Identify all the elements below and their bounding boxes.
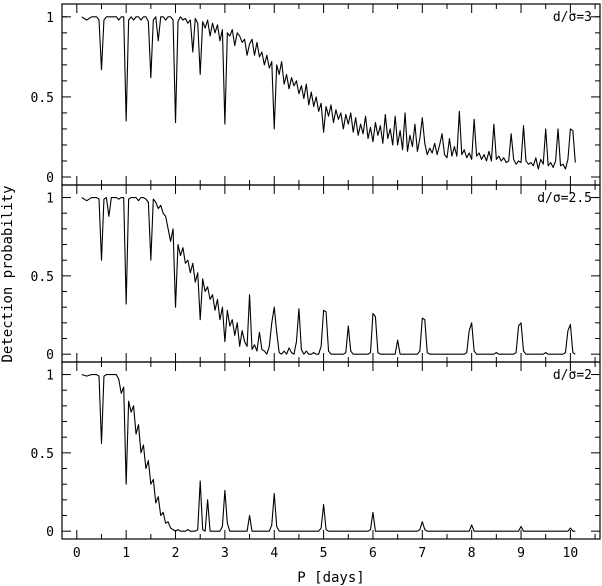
panel-3: 0 0.5 1 d/σ=2: [31, 361, 601, 540]
y-tick-label: 1: [46, 11, 54, 26]
series-line: [81, 196, 576, 355]
x-tick-label: 4: [270, 546, 278, 561]
panel-1: 0 0.5 1 d/σ=3: [31, 3, 601, 186]
panel-2: 0 0.5 1 d/σ=2.5: [31, 184, 601, 363]
x-tick-label: 7: [418, 546, 426, 561]
x-tick-label: 3: [221, 546, 229, 561]
x-tick-label: 6: [369, 546, 377, 561]
x-tick-label: 8: [468, 546, 476, 561]
y-tick-label: 0.5: [31, 91, 54, 106]
panel-label: d/σ=2: [553, 368, 592, 383]
x-tick-label: 2: [172, 546, 180, 561]
panel-label: d/σ=3: [553, 10, 592, 25]
x-axis-title: P [days]: [297, 570, 364, 586]
y-tick-label: 0: [46, 171, 54, 186]
panel-label: d/σ=2.5: [537, 191, 592, 206]
panel-frame: [61, 3, 601, 186]
x-tick-label: 1: [122, 546, 130, 561]
series-line: [81, 373, 576, 532]
y-tick-label: 1: [46, 192, 54, 207]
y-axis-title: Detection probability: [0, 185, 16, 362]
y-tick-label: 0: [46, 348, 54, 363]
x-tick-label: 0: [73, 546, 81, 561]
panel-frame: [61, 184, 601, 363]
y-tick-label: 0.5: [31, 270, 54, 285]
series-line: [81, 16, 576, 170]
x-axis-ticks: 0 1 2 3 4 5 6 7 8 9 10: [73, 546, 578, 561]
y-tick-label: 1: [46, 369, 54, 384]
x-tick-label: 10: [563, 546, 579, 561]
y-tick-label: 0.5: [31, 447, 54, 462]
x-tick-label: 9: [517, 546, 525, 561]
panel-frame: [61, 361, 601, 540]
x-tick-label: 5: [320, 546, 328, 561]
chart-panels: 0 0.5 1 d/σ=3 0 0.5 1 d/σ=2.5 0 0.5 1 d/σ=2: [31, 3, 601, 540]
y-tick-label: 0: [46, 525, 54, 540]
